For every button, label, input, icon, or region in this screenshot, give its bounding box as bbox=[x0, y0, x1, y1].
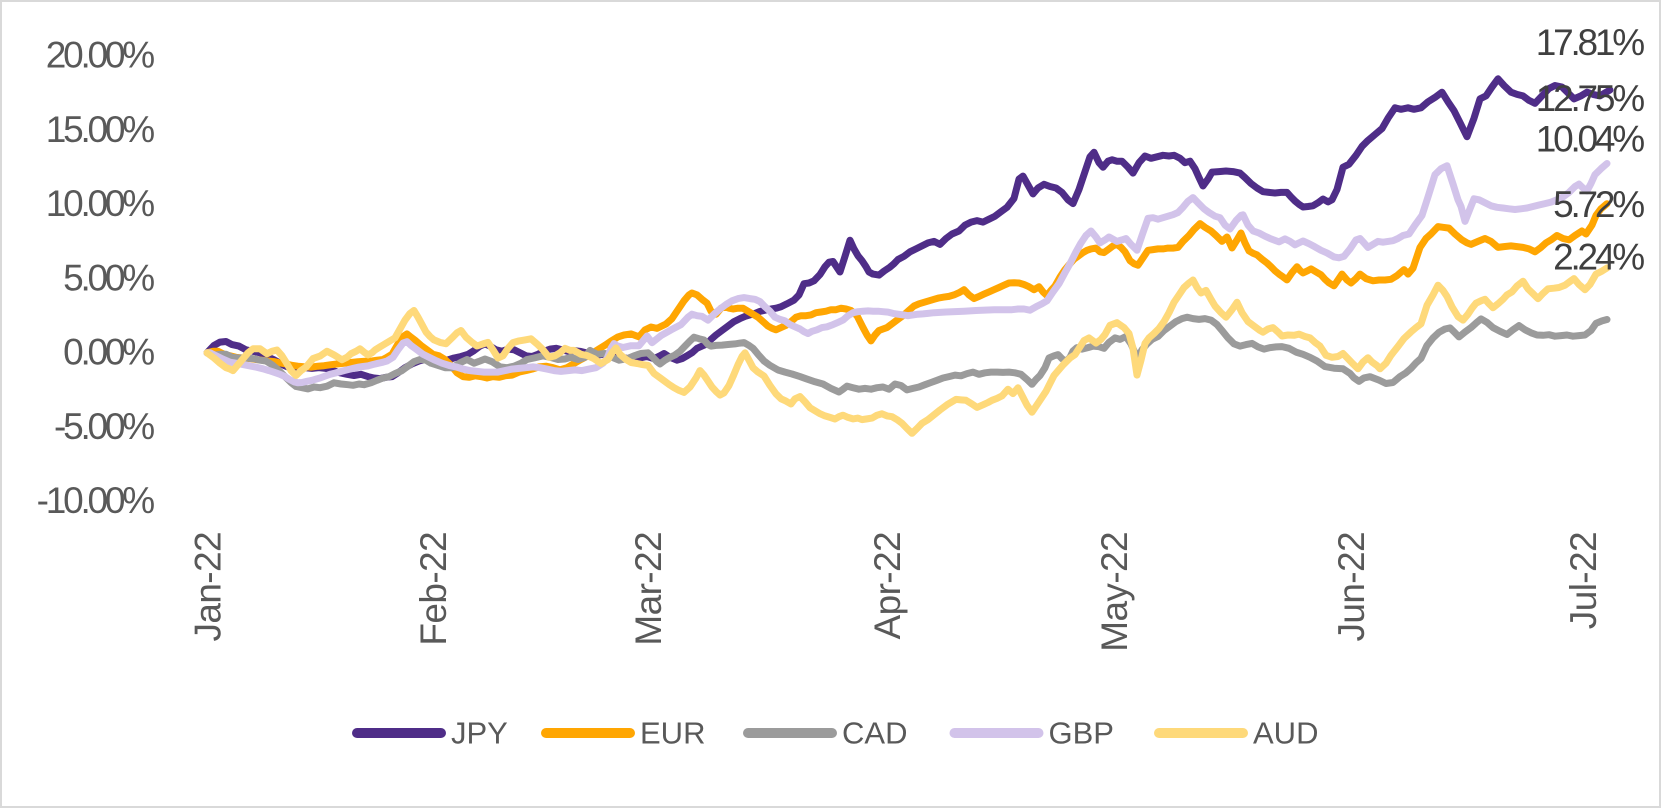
svg-text:0.00%: 0.00% bbox=[63, 332, 154, 373]
svg-text:Jul-22: Jul-22 bbox=[1563, 532, 1604, 629]
svg-text:10.00%: 10.00% bbox=[46, 183, 155, 224]
svg-text:17.81%: 17.81% bbox=[1536, 22, 1645, 63]
svg-text:2.24%: 2.24% bbox=[1553, 236, 1644, 277]
svg-text:CAD: CAD bbox=[842, 716, 907, 751]
svg-text:10.04%: 10.04% bbox=[1536, 118, 1645, 159]
svg-text:12.75%: 12.75% bbox=[1536, 78, 1645, 119]
svg-text:5.00%: 5.00% bbox=[63, 257, 154, 298]
svg-text:20.00%: 20.00% bbox=[46, 35, 155, 76]
svg-text:-10.00%: -10.00% bbox=[37, 480, 155, 521]
svg-text:Jun-22: Jun-22 bbox=[1331, 532, 1372, 642]
svg-text:5.72%: 5.72% bbox=[1553, 184, 1644, 225]
svg-text:GBP: GBP bbox=[1049, 716, 1114, 751]
svg-text:Feb-22: Feb-22 bbox=[413, 532, 454, 646]
svg-text:EUR: EUR bbox=[640, 716, 705, 751]
svg-text:Jan-22: Jan-22 bbox=[188, 532, 229, 642]
svg-text:Apr-22: Apr-22 bbox=[867, 532, 908, 639]
svg-text:AUD: AUD bbox=[1253, 716, 1318, 751]
svg-text:May-22: May-22 bbox=[1094, 532, 1135, 652]
svg-text:Mar-22: Mar-22 bbox=[628, 532, 669, 646]
svg-text:JPY: JPY bbox=[451, 716, 508, 751]
svg-text:15.00%: 15.00% bbox=[46, 109, 155, 150]
svg-text:-5.00%: -5.00% bbox=[54, 406, 154, 447]
